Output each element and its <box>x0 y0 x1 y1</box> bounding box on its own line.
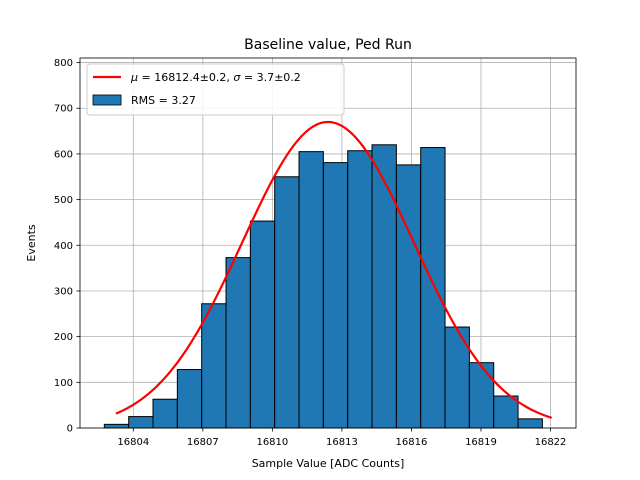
histogram-bar <box>420 147 446 429</box>
histogram-bar <box>176 369 203 429</box>
x-tick-label: 16813 <box>326 437 358 448</box>
legend-mu-value: = 16812.4±0.2, <box>138 71 233 84</box>
histogram-bar <box>152 398 178 429</box>
legend-histogram-swatch <box>92 94 122 106</box>
histogram-bar <box>347 150 373 429</box>
y-axis-ticks: 0 100 200 300 400 500 600 700 800 <box>54 58 80 435</box>
histogram-bar <box>201 303 227 429</box>
plot-frame <box>79 57 577 429</box>
histogram-bar <box>249 220 276 429</box>
legend-sigma-symbol: σ <box>233 71 241 84</box>
chart-title: Baseline value, Ped Run <box>244 37 412 53</box>
y-tick-label: 500 <box>54 195 73 206</box>
x-tick-label: 16816 <box>396 437 428 448</box>
histogram-bar <box>274 176 300 429</box>
x-tick-label: 16804 <box>117 437 149 448</box>
x-axis-ticks: 16804 16807 16810 16813 16816 16819 16822 <box>117 428 566 448</box>
histogram-bar <box>493 395 519 429</box>
legend: μ = 16812.4±0.2, σ = 3.7±0.2 RMS = 3.27 <box>86 63 345 116</box>
y-tick-label: 700 <box>54 104 73 115</box>
y-tick-label: 200 <box>54 332 73 343</box>
y-tick-label: 0 <box>67 424 73 435</box>
x-tick-label: 16810 <box>256 437 288 448</box>
y-tick-label: 400 <box>54 241 73 252</box>
histogram-bar <box>395 164 422 429</box>
x-axis-label: Sample Value [ADC Counts] <box>252 457 405 470</box>
histogram-bar <box>128 416 154 429</box>
y-tick-label: 600 <box>54 149 73 160</box>
x-tick-label: 16819 <box>465 437 497 448</box>
x-tick-label: 16807 <box>187 437 219 448</box>
histogram-bar <box>517 418 543 429</box>
histogram-bar <box>371 144 397 429</box>
histogram-bar <box>103 423 130 429</box>
legend-sigma-value: = 3.7±0.2 <box>240 71 300 84</box>
y-tick-label: 100 <box>54 378 73 389</box>
y-tick-label: 300 <box>54 286 73 297</box>
y-tick-label: 800 <box>54 58 73 69</box>
histogram-bars <box>103 144 543 429</box>
x-tick-label: 16822 <box>535 437 567 448</box>
histogram-bar <box>225 257 251 429</box>
gaussian-fit-curve <box>115 120 552 419</box>
histogram-bar <box>298 151 324 429</box>
histogram-bar <box>468 362 495 429</box>
y-axis-label: Events <box>25 224 38 262</box>
legend-histogram-label: RMS = 3.27 <box>131 94 196 107</box>
legend-box <box>86 63 345 116</box>
histogram-bar <box>322 162 349 429</box>
legend-fit-label: μ = 16812.4±0.2, σ = 3.7±0.2 <box>130 71 301 84</box>
legend-mu-symbol: μ <box>130 71 138 84</box>
